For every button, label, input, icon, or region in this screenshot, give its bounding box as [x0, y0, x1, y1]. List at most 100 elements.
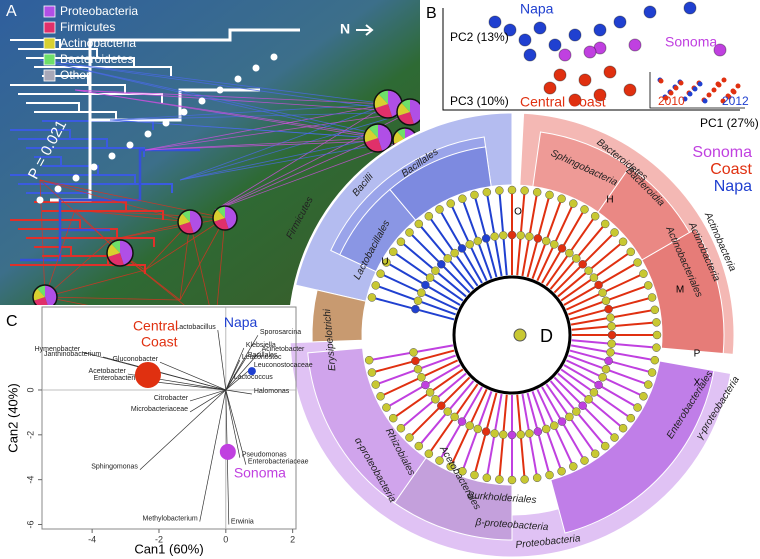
leaf [520, 475, 529, 484]
arrow-label: Sporosarcina [260, 329, 301, 336]
migration-line [214, 103, 389, 211]
tree-branch [34, 111, 117, 121]
node [606, 313, 615, 322]
arrow-label: Erwinia [231, 518, 254, 525]
leaf [639, 392, 648, 401]
leaf [644, 281, 653, 290]
leaf [569, 199, 578, 208]
node [481, 427, 491, 436]
node [584, 395, 593, 404]
leaf [364, 355, 374, 365]
node [431, 395, 440, 404]
arrow-label: Lactococcus [234, 374, 273, 381]
node [465, 240, 474, 249]
pie-slice [364, 127, 378, 143]
tree-branch [26, 237, 155, 247]
arrow-label: Lactobacillus [175, 324, 216, 331]
migration-line [39, 59, 389, 105]
node [457, 244, 467, 253]
group-label: Sonoma [234, 465, 286, 481]
pc1-label: PC1 (27%) [700, 116, 759, 130]
leaf [424, 211, 434, 221]
inset-point [673, 85, 679, 91]
leaf [482, 473, 492, 483]
central-coast-label: Central Coast [520, 94, 606, 110]
node [598, 373, 607, 382]
migration-line [44, 269, 146, 298]
legend-label: Napa [714, 178, 752, 195]
leaf [590, 449, 600, 459]
node [507, 230, 517, 240]
pie-slice [212, 209, 225, 222]
pcoa-point [558, 48, 572, 62]
arrow-label: Sphingomonas [91, 464, 138, 471]
node [443, 407, 452, 416]
leaf [446, 462, 455, 471]
tree-branch [34, 246, 72, 256]
loading-arrow [199, 389, 227, 522]
leaf [371, 380, 380, 389]
pie-outline [106, 239, 134, 267]
north-arrow [356, 24, 374, 36]
node [443, 254, 452, 263]
leaf [545, 470, 554, 480]
leaf [633, 258, 642, 267]
legend-label: Bacteroidetes [60, 52, 133, 66]
plot-frame [41, 306, 297, 530]
loading-arrow [225, 389, 252, 395]
tree-branch [26, 147, 145, 157]
node [589, 388, 599, 397]
leaf [435, 205, 444, 214]
clade-sector [389, 146, 492, 221]
clade-label: Erysipelotrichi [322, 308, 338, 372]
x-tick-label: -2 [155, 534, 163, 544]
leaf [650, 305, 660, 315]
migration-line [39, 179, 191, 223]
arrow-label: Leuconostoc [242, 354, 282, 361]
node [425, 273, 435, 282]
leaf [647, 368, 657, 377]
leaf [633, 403, 642, 412]
node [413, 296, 423, 306]
arrow-label: Enterobacteriaceae [248, 458, 309, 465]
migration-line [44, 296, 181, 301]
node [490, 429, 499, 438]
node [450, 248, 459, 258]
inset-point [692, 86, 698, 92]
tree-branch [10, 84, 126, 94]
node [572, 407, 581, 416]
loading-arrow [225, 379, 233, 391]
arrow-label: Citrobacter [154, 395, 189, 402]
migration-line [74, 209, 191, 223]
pie-outline [177, 209, 203, 235]
node [409, 348, 418, 357]
node [565, 412, 574, 422]
leaf [626, 413, 636, 423]
marker-label: H [606, 195, 613, 206]
panel-letter: A [6, 3, 17, 20]
node [525, 429, 534, 438]
node [473, 424, 483, 434]
pcoa-point [593, 88, 607, 102]
pie-slice [178, 213, 190, 226]
inset-point [720, 98, 726, 104]
tree-branch [10, 219, 81, 229]
leaf [545, 190, 554, 200]
loading-arrow [146, 380, 226, 391]
root-node [513, 328, 527, 342]
leaf [367, 293, 377, 302]
migration-line [39, 59, 379, 139]
pcoa-point [548, 38, 562, 52]
node [450, 412, 459, 422]
leaf [507, 185, 517, 195]
center-ring [452, 275, 572, 395]
node [465, 421, 474, 430]
x-axis-label: Can1 (60%) [134, 541, 203, 556]
node [421, 380, 430, 390]
leaf [446, 199, 455, 208]
leaf [458, 467, 467, 476]
legend-swatch [43, 21, 56, 34]
node [565, 248, 574, 258]
migration-line [74, 89, 406, 141]
